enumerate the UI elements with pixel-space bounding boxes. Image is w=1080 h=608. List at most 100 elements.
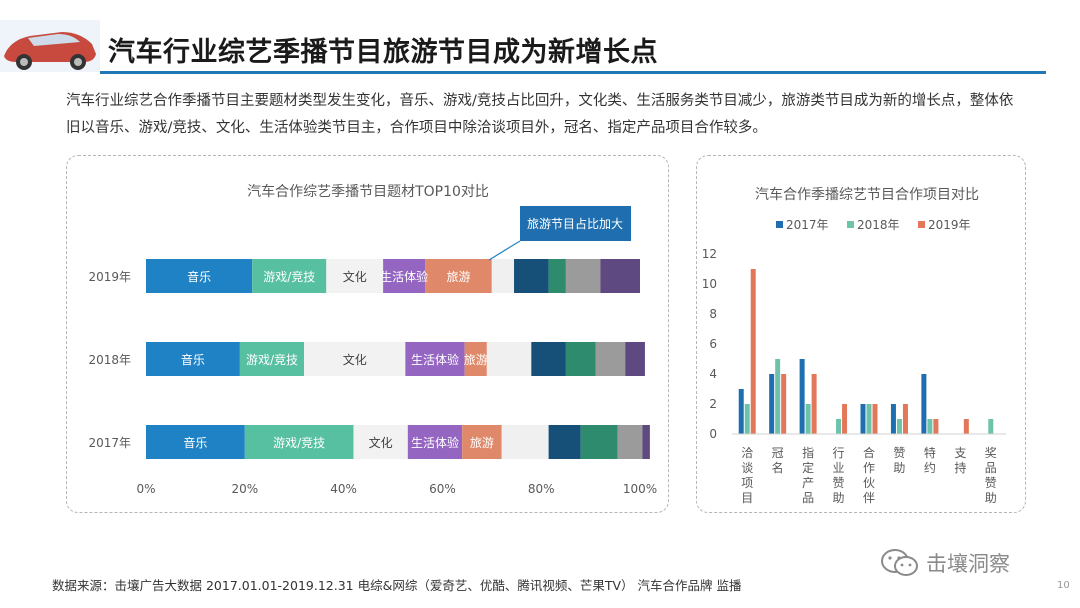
x-tick-label: 40%	[330, 482, 357, 496]
bar-segment	[642, 425, 650, 459]
callout-text: 旅游节目占比加大	[527, 216, 623, 231]
bar-segment	[146, 342, 240, 376]
bar	[744, 404, 750, 434]
segment-label: 旅游	[470, 436, 494, 450]
x-tick-label: 赞	[893, 446, 905, 460]
bar	[988, 419, 994, 434]
x-tick-label: 奖	[985, 446, 997, 460]
segment-label: 文化	[369, 435, 393, 450]
bar-segment	[491, 259, 515, 293]
x-tick-label: 支	[954, 446, 966, 460]
bar-segment	[600, 259, 640, 293]
x-tick-label: 作	[863, 461, 875, 475]
segment-label: 旅游	[464, 353, 488, 367]
bar	[866, 404, 872, 434]
segment-label: 游戏/竞技	[263, 270, 315, 284]
x-tick-label: 赞	[985, 476, 997, 490]
bar-segment	[405, 342, 465, 376]
topic-chart-panel: 汽车合作综艺季播节目题材TOP10对比 音乐 游戏/竞技 文化 生活体验 旅游 音乐 游戏/…	[66, 155, 669, 513]
segment-label: 文化	[343, 269, 367, 284]
legend-swatch	[918, 221, 925, 228]
y-tick-label: 6	[709, 337, 717, 351]
x-tick-label: 20%	[231, 482, 258, 496]
bar	[775, 359, 781, 434]
legend-swatch	[847, 221, 854, 228]
x-tick-label: 指	[802, 445, 814, 460]
y-tick-label: 10	[702, 277, 717, 291]
segment-label: 生活体验	[411, 435, 459, 450]
segment-label: 音乐	[187, 269, 211, 284]
title-divider	[100, 71, 1046, 74]
bar	[769, 374, 775, 434]
cooperation-bar-chart: 汽车合作季播综艺节目合作项目对比 2017年 2018年 2019年 0 2 4 6 8 10…	[702, 186, 1006, 505]
bar-segment	[548, 259, 566, 293]
bar	[963, 419, 969, 434]
x-tick-label: 名	[772, 460, 784, 475]
y-tick-label: 0	[709, 427, 717, 441]
callout-leader	[488, 240, 521, 261]
bar-segment	[565, 259, 601, 293]
bar	[927, 419, 933, 434]
description-text: 汽车行业综艺合作季播节目主要题材类型发生变化，音乐、游戏/竞技占比回升，文化类、…	[66, 93, 1014, 136]
bar	[738, 389, 744, 434]
callout-box	[520, 206, 631, 241]
x-tick-label: 合	[863, 445, 875, 460]
legend-label: 2019年	[928, 218, 971, 232]
y-tick-label: 12	[702, 247, 717, 261]
x-tick-label: 60%	[429, 482, 456, 496]
x-tick-label: 0%	[136, 482, 155, 496]
bar-segment	[353, 425, 408, 459]
x-tick-label: 冠	[772, 446, 784, 460]
brand-watermark: 击壤洞察	[880, 548, 1010, 578]
x-tick-label: 赞	[833, 476, 845, 490]
bar-segment	[617, 425, 643, 459]
bar	[750, 269, 756, 434]
bar	[811, 374, 817, 434]
y-tick-label: 2018年	[88, 353, 131, 367]
x-tick-label: 80%	[528, 482, 555, 496]
bar-segment	[531, 342, 566, 376]
brand-name: 击壤洞察	[926, 552, 1010, 576]
bar	[902, 404, 908, 434]
legend-swatch	[776, 221, 783, 228]
segment-label: 音乐	[181, 352, 205, 367]
x-tick-label: 项	[741, 476, 753, 490]
bar-segment	[501, 425, 549, 459]
y-tick-label: 4	[709, 367, 717, 381]
car-image	[0, 20, 100, 72]
bar-segment	[625, 342, 645, 376]
bar-segment	[464, 342, 487, 376]
bar-segment	[383, 259, 426, 293]
bar-segment	[565, 342, 596, 376]
bar	[836, 419, 842, 434]
segment-label: 文化	[343, 352, 367, 367]
legend-label: 2017年	[786, 218, 829, 232]
x-tick-label: 持	[954, 460, 966, 475]
y-tick-label: 2019年	[88, 270, 131, 284]
bar-segment	[548, 425, 581, 459]
x-tick-label: 洽	[741, 446, 753, 460]
segment-label: 生活体验	[380, 269, 428, 284]
x-tick-label: 品	[802, 491, 814, 505]
bar	[921, 374, 927, 434]
x-tick-label: 伴	[863, 491, 875, 505]
cooperation-chart-panel: 汽车合作季播综艺节目合作项目对比 2017年 2018年 2019年 0 2 4 6 8 10…	[696, 155, 1026, 513]
x-tick-label: 伙	[863, 476, 875, 490]
y-tick-label: 2017年	[88, 436, 131, 450]
x-tick-label: 助	[833, 491, 845, 505]
segment-label: 旅游	[446, 270, 470, 284]
x-tick-label: 行	[833, 446, 845, 460]
x-tick-label: 目	[741, 491, 753, 505]
bar-segment	[595, 342, 626, 376]
bar-segment	[326, 259, 384, 293]
bar-segment	[425, 259, 492, 293]
bar-segment	[252, 259, 327, 293]
y-tick-label: 2	[709, 397, 717, 411]
bar	[799, 359, 805, 434]
x-tick-label: 业	[833, 461, 845, 475]
bar-segment	[580, 425, 618, 459]
segment-label: 游戏/竞技	[273, 436, 325, 450]
x-tick-label: 特	[924, 445, 936, 460]
bar-segment	[462, 425, 502, 459]
